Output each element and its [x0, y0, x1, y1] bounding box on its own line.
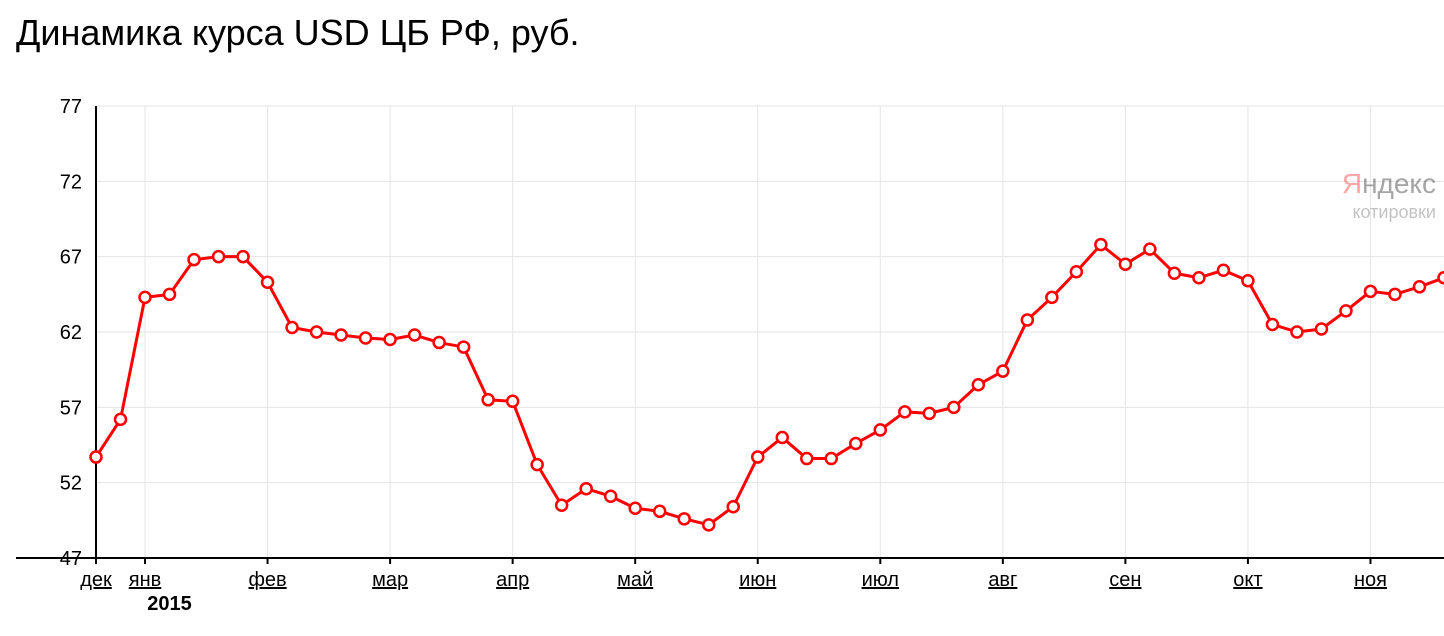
svg-text:авг: авг — [988, 569, 1017, 591]
svg-text:77: 77 — [60, 98, 82, 118]
svg-text:72: 72 — [60, 171, 82, 193]
svg-text:2015: 2015 — [147, 593, 192, 615]
svg-text:апр: апр — [496, 569, 529, 591]
svg-text:ноя: ноя — [1354, 569, 1387, 591]
svg-text:Яндекс: Яндекс — [1342, 168, 1436, 199]
svg-text:дек: дек — [80, 569, 112, 591]
chart-svg: 47525762677277декянвфевмарапрмайиюниюлав… — [16, 98, 1444, 618]
svg-text:котировки: котировки — [1352, 202, 1436, 222]
svg-text:сен: сен — [1109, 569, 1141, 591]
svg-text:июл: июл — [862, 569, 899, 591]
svg-text:62: 62 — [60, 322, 82, 344]
svg-text:57: 57 — [60, 397, 82, 419]
svg-text:67: 67 — [60, 247, 82, 269]
page-root: { "title": "Динамика курса USD ЦБ РФ, ру… — [0, 0, 1444, 636]
svg-text:фев: фев — [248, 569, 286, 591]
svg-text:окт: окт — [1233, 569, 1262, 591]
svg-text:янв: янв — [129, 569, 162, 591]
svg-text:52: 52 — [60, 473, 82, 495]
chart-container: 47525762677277декянвфевмарапрмайиюниюлав… — [16, 98, 1444, 598]
svg-text:июн: июн — [739, 569, 776, 591]
chart-title: Динамика курса USD ЦБ РФ, руб. — [16, 12, 580, 54]
svg-text:мар: мар — [372, 569, 408, 591]
svg-text:май: май — [617, 569, 653, 591]
